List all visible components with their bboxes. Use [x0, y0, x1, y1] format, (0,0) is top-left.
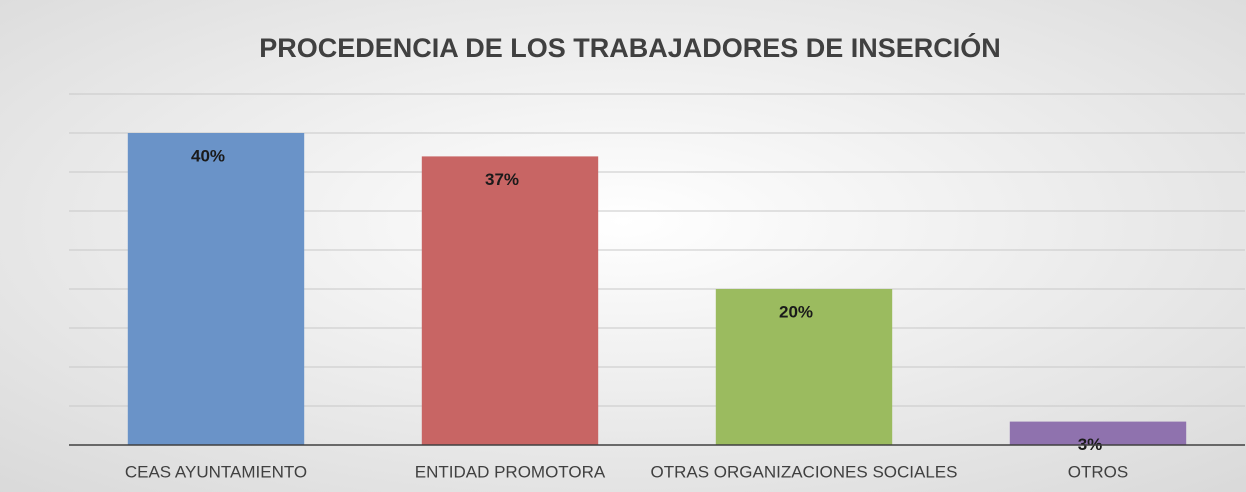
x-tick-label: ENTIDAD PROMOTORA [415, 462, 606, 481]
bar [127, 133, 305, 445]
bar [1009, 421, 1187, 445]
data-label: 20% [779, 302, 813, 321]
chart-title: PROCEDENCIA DE LOS TRABAJADORES DE INSER… [259, 32, 1001, 63]
x-tick-label: OTROS [1068, 462, 1128, 481]
x-tick-label: CEAS AYUNTAMIENTO [125, 462, 307, 481]
bar [715, 289, 893, 445]
data-label: 40% [191, 146, 225, 165]
data-label: 37% [485, 170, 519, 189]
bar [421, 156, 599, 445]
x-tick-label: OTRAS ORGANIZACIONES SOCIALES [650, 462, 957, 481]
